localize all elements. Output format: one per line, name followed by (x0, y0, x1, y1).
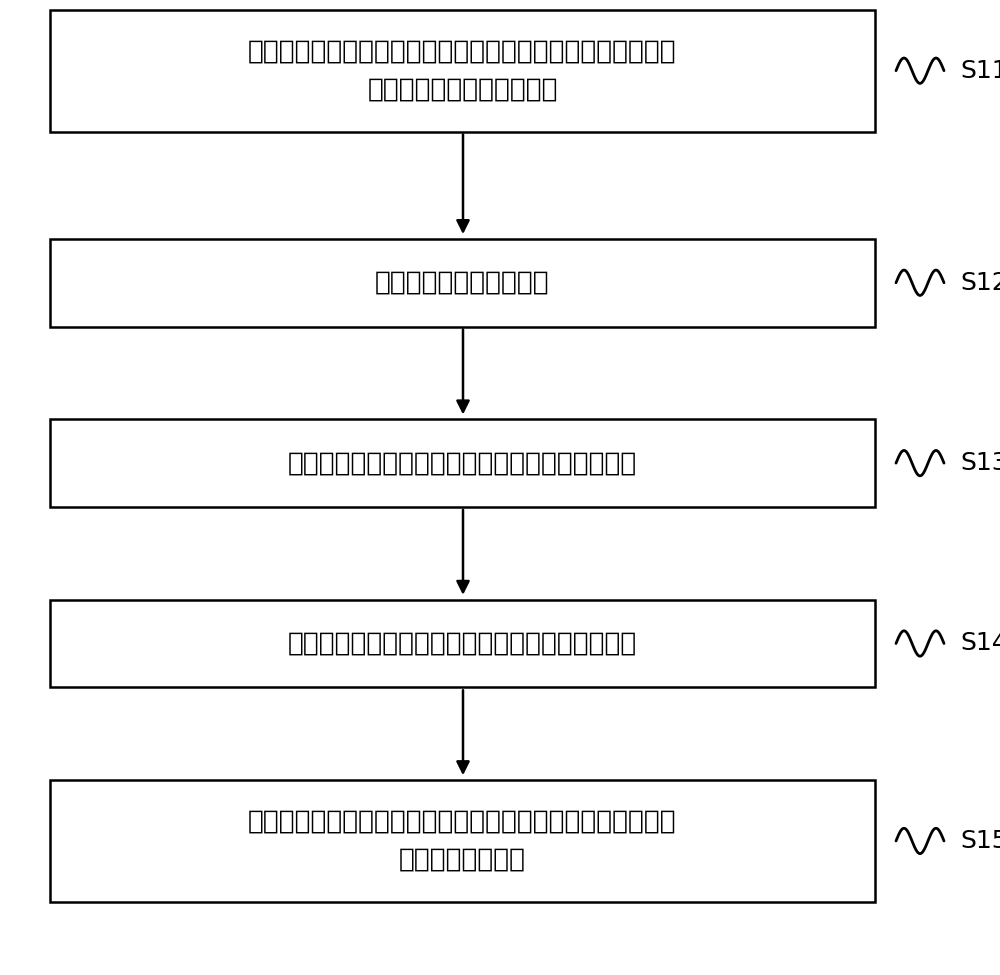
Bar (50, 780, 875, 902)
Text: S130: S130 (960, 451, 1000, 475)
Text: 当触发定额模型优化时，根据发动机的实际生产参数和定额模
型估算单辅料的消耗预算值: 当触发定额模型优化时，根据发动机的实际生产参数和定额模 型估算单辅料的消耗预算值 (248, 39, 677, 102)
Text: 根据优化后的定额模型和发动机的生产计划信息进行辅料成本
或辅料消耗的估算: 根据优化后的定额模型和发动机的生产计划信息进行辅料成本 或辅料消耗的估算 (248, 809, 677, 873)
Text: S140: S140 (960, 632, 1000, 655)
Bar (50, 419, 875, 507)
Text: S120: S120 (960, 271, 1000, 294)
Bar (50, 239, 875, 327)
Text: 获取单辅料的实际消耗值: 获取单辅料的实际消耗值 (375, 270, 550, 295)
Bar (50, 600, 875, 687)
Text: S110: S110 (960, 58, 1000, 83)
Text: 根据所述偏差值对所述单辅料的定额模型进行优化: 根据所述偏差值对所述单辅料的定额模型进行优化 (288, 631, 637, 656)
Text: S150: S150 (960, 829, 1000, 853)
Text: 根据所述消耗预算值和所述实际消耗值确定偏差值: 根据所述消耗预算值和所述实际消耗值确定偏差值 (288, 450, 637, 476)
Bar (50, 10, 875, 132)
